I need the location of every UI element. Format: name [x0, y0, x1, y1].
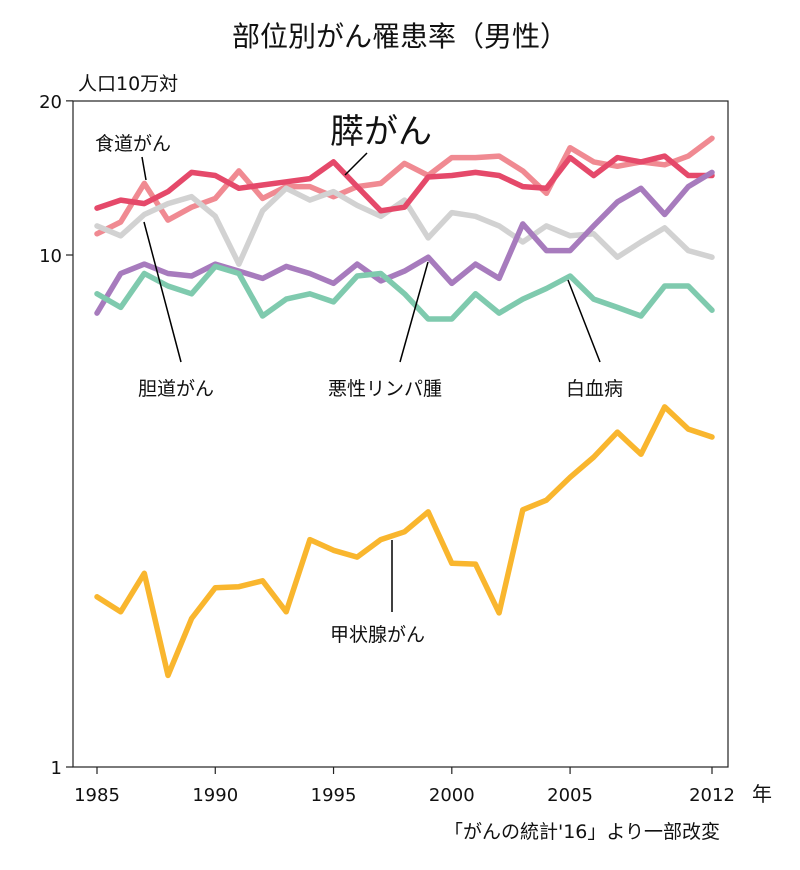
- label-biliary: 胆道がん: [138, 378, 214, 400]
- x-tick-label: 1990: [192, 785, 238, 806]
- label-leukemia: 白血病: [566, 378, 623, 400]
- label-pancreas: 膵がん: [330, 112, 432, 152]
- plot-frame: [72, 100, 729, 768]
- y-tick-label: 1: [51, 758, 62, 779]
- x-tick-label: 1985: [74, 785, 120, 806]
- leader-line-leukemia: [567, 279, 601, 363]
- leader-line-pancreas: [344, 152, 368, 176]
- label-thyroid: 甲状腺がん: [330, 624, 425, 646]
- y-tick-label: 10: [39, 246, 62, 267]
- leader-line-biliary: [143, 221, 182, 363]
- x-tick-label: 2012: [689, 785, 735, 806]
- leader-line-lymphoma: [399, 261, 429, 363]
- leader-line-esophagus: [141, 156, 147, 181]
- chart-title: 部位別がん罹患率（男性）: [232, 20, 568, 53]
- x-tick-label: 2000: [429, 785, 475, 806]
- y-axis-label: 人口10万対: [78, 73, 178, 95]
- series-line-esophagus: [94, 135, 715, 237]
- source-note: 「がんの統計'16」より一部改変: [444, 821, 720, 843]
- x-axis-label: 年: [752, 782, 772, 806]
- label-lymphoma: 悪性リンパ腫: [328, 378, 442, 400]
- x-tick-label: 2005: [547, 785, 593, 806]
- x-tick-label: 1995: [311, 785, 357, 806]
- y-tick-label: 20: [39, 92, 62, 113]
- label-esophagus: 食道がん: [95, 133, 171, 155]
